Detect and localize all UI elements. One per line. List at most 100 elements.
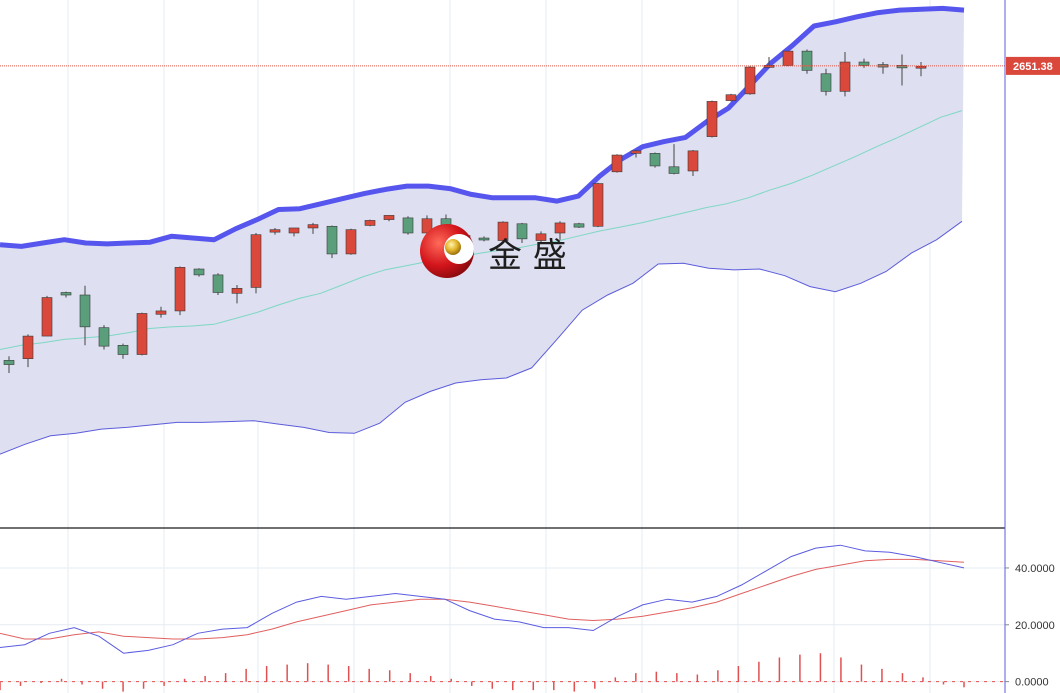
candle: [117, 343, 129, 359]
candlesticks: [3, 49, 927, 373]
candle-body: [22, 335, 34, 360]
candle-body: [915, 65, 927, 69]
candle: [573, 222, 585, 228]
bollinger-bands: [0, 5, 965, 455]
candle: [801, 49, 813, 74]
candle-body: [364, 220, 376, 226]
macd-line: [0, 544, 965, 654]
candle-body: [136, 313, 148, 355]
candle: [212, 273, 224, 296]
candle: [820, 68, 832, 96]
candle-body: [307, 224, 319, 229]
candle: [535, 231, 547, 244]
candle-body: [269, 229, 281, 233]
candle: [402, 216, 414, 235]
candle-body: [801, 50, 813, 71]
candle-body: [3, 360, 15, 365]
candle-body: [79, 294, 91, 328]
candle-body: [706, 101, 718, 137]
candle-body: [231, 288, 243, 294]
candle-body: [193, 268, 205, 276]
candle: [649, 152, 661, 168]
candle: [269, 227, 281, 235]
candle: [22, 334, 34, 368]
candle: [706, 100, 718, 138]
candle-body: [117, 344, 129, 355]
candle-body: [858, 61, 870, 66]
candle-body: [212, 274, 224, 293]
candle-body: [288, 227, 300, 234]
candle-body: [820, 73, 832, 92]
candle: [364, 219, 376, 227]
macd-indicator: [0, 527, 1005, 692]
candle: [611, 154, 623, 173]
candle: [497, 221, 509, 243]
candle-body: [41, 297, 53, 337]
candle-body: [744, 66, 756, 95]
candle: [782, 50, 794, 67]
candle-body: [155, 310, 167, 315]
candle: [3, 356, 15, 373]
candle-body: [383, 215, 395, 220]
candle-body: [668, 166, 680, 174]
candle: [687, 150, 699, 176]
candle: [60, 291, 72, 298]
price-tag-box: [1006, 56, 1060, 75]
candle: [478, 236, 490, 242]
candle-body: [98, 327, 110, 347]
candle-body: [174, 267, 186, 312]
candle-body: [402, 217, 414, 234]
candle: [345, 228, 357, 255]
candle-body: [478, 237, 490, 241]
signal-line: [0, 558, 965, 640]
candle-body: [630, 150, 642, 154]
upper-band-line: [0, 5, 965, 249]
axis-tick-label: 40.0000: [1015, 563, 1055, 575]
candle: [668, 144, 680, 175]
candle-body: [345, 229, 357, 255]
candle-body: [649, 153, 661, 167]
candle: [744, 66, 756, 95]
lower-band-line: [0, 220, 963, 455]
candle: [288, 227, 300, 237]
price-tag: 2651.38: [1006, 56, 1060, 75]
candle-body: [839, 61, 851, 92]
candle-body: [611, 154, 623, 173]
candle-body: [60, 292, 72, 296]
candle-body: [250, 234, 262, 288]
candle-body: [896, 65, 908, 69]
jinsheng-logo-icon: [420, 224, 474, 278]
middle-band-line: [0, 110, 963, 350]
candle: [250, 232, 262, 294]
price-tag-label: 2651.38: [1013, 61, 1053, 73]
candle-body: [497, 221, 509, 241]
candle: [79, 285, 91, 346]
candle: [554, 221, 566, 240]
candle: [98, 325, 110, 350]
candle-body: [535, 233, 547, 241]
axis-tick-label: 20.0000: [1015, 620, 1055, 632]
candle-body: [326, 225, 338, 255]
candle: [725, 93, 737, 102]
candle: [516, 222, 528, 244]
candle: [839, 51, 851, 97]
candle-body: [725, 94, 737, 101]
band-fill: [0, 8, 964, 455]
watermark: 金 盛: [420, 224, 567, 278]
price-axis: 0.0000 20.0000 40.0000: [1004, 0, 1055, 693]
axis-tick-label: 0.0000: [1015, 677, 1049, 689]
candle: [896, 54, 908, 86]
candle-body: [687, 150, 699, 172]
candle-body: [573, 223, 585, 228]
candle: [41, 295, 53, 337]
candle: [383, 215, 395, 222]
candle-body: [592, 183, 604, 227]
candle: [630, 150, 642, 158]
candle: [155, 306, 167, 318]
candle-body: [782, 50, 794, 66]
candle: [307, 222, 319, 234]
candle: [174, 266, 186, 316]
candle: [231, 284, 243, 304]
